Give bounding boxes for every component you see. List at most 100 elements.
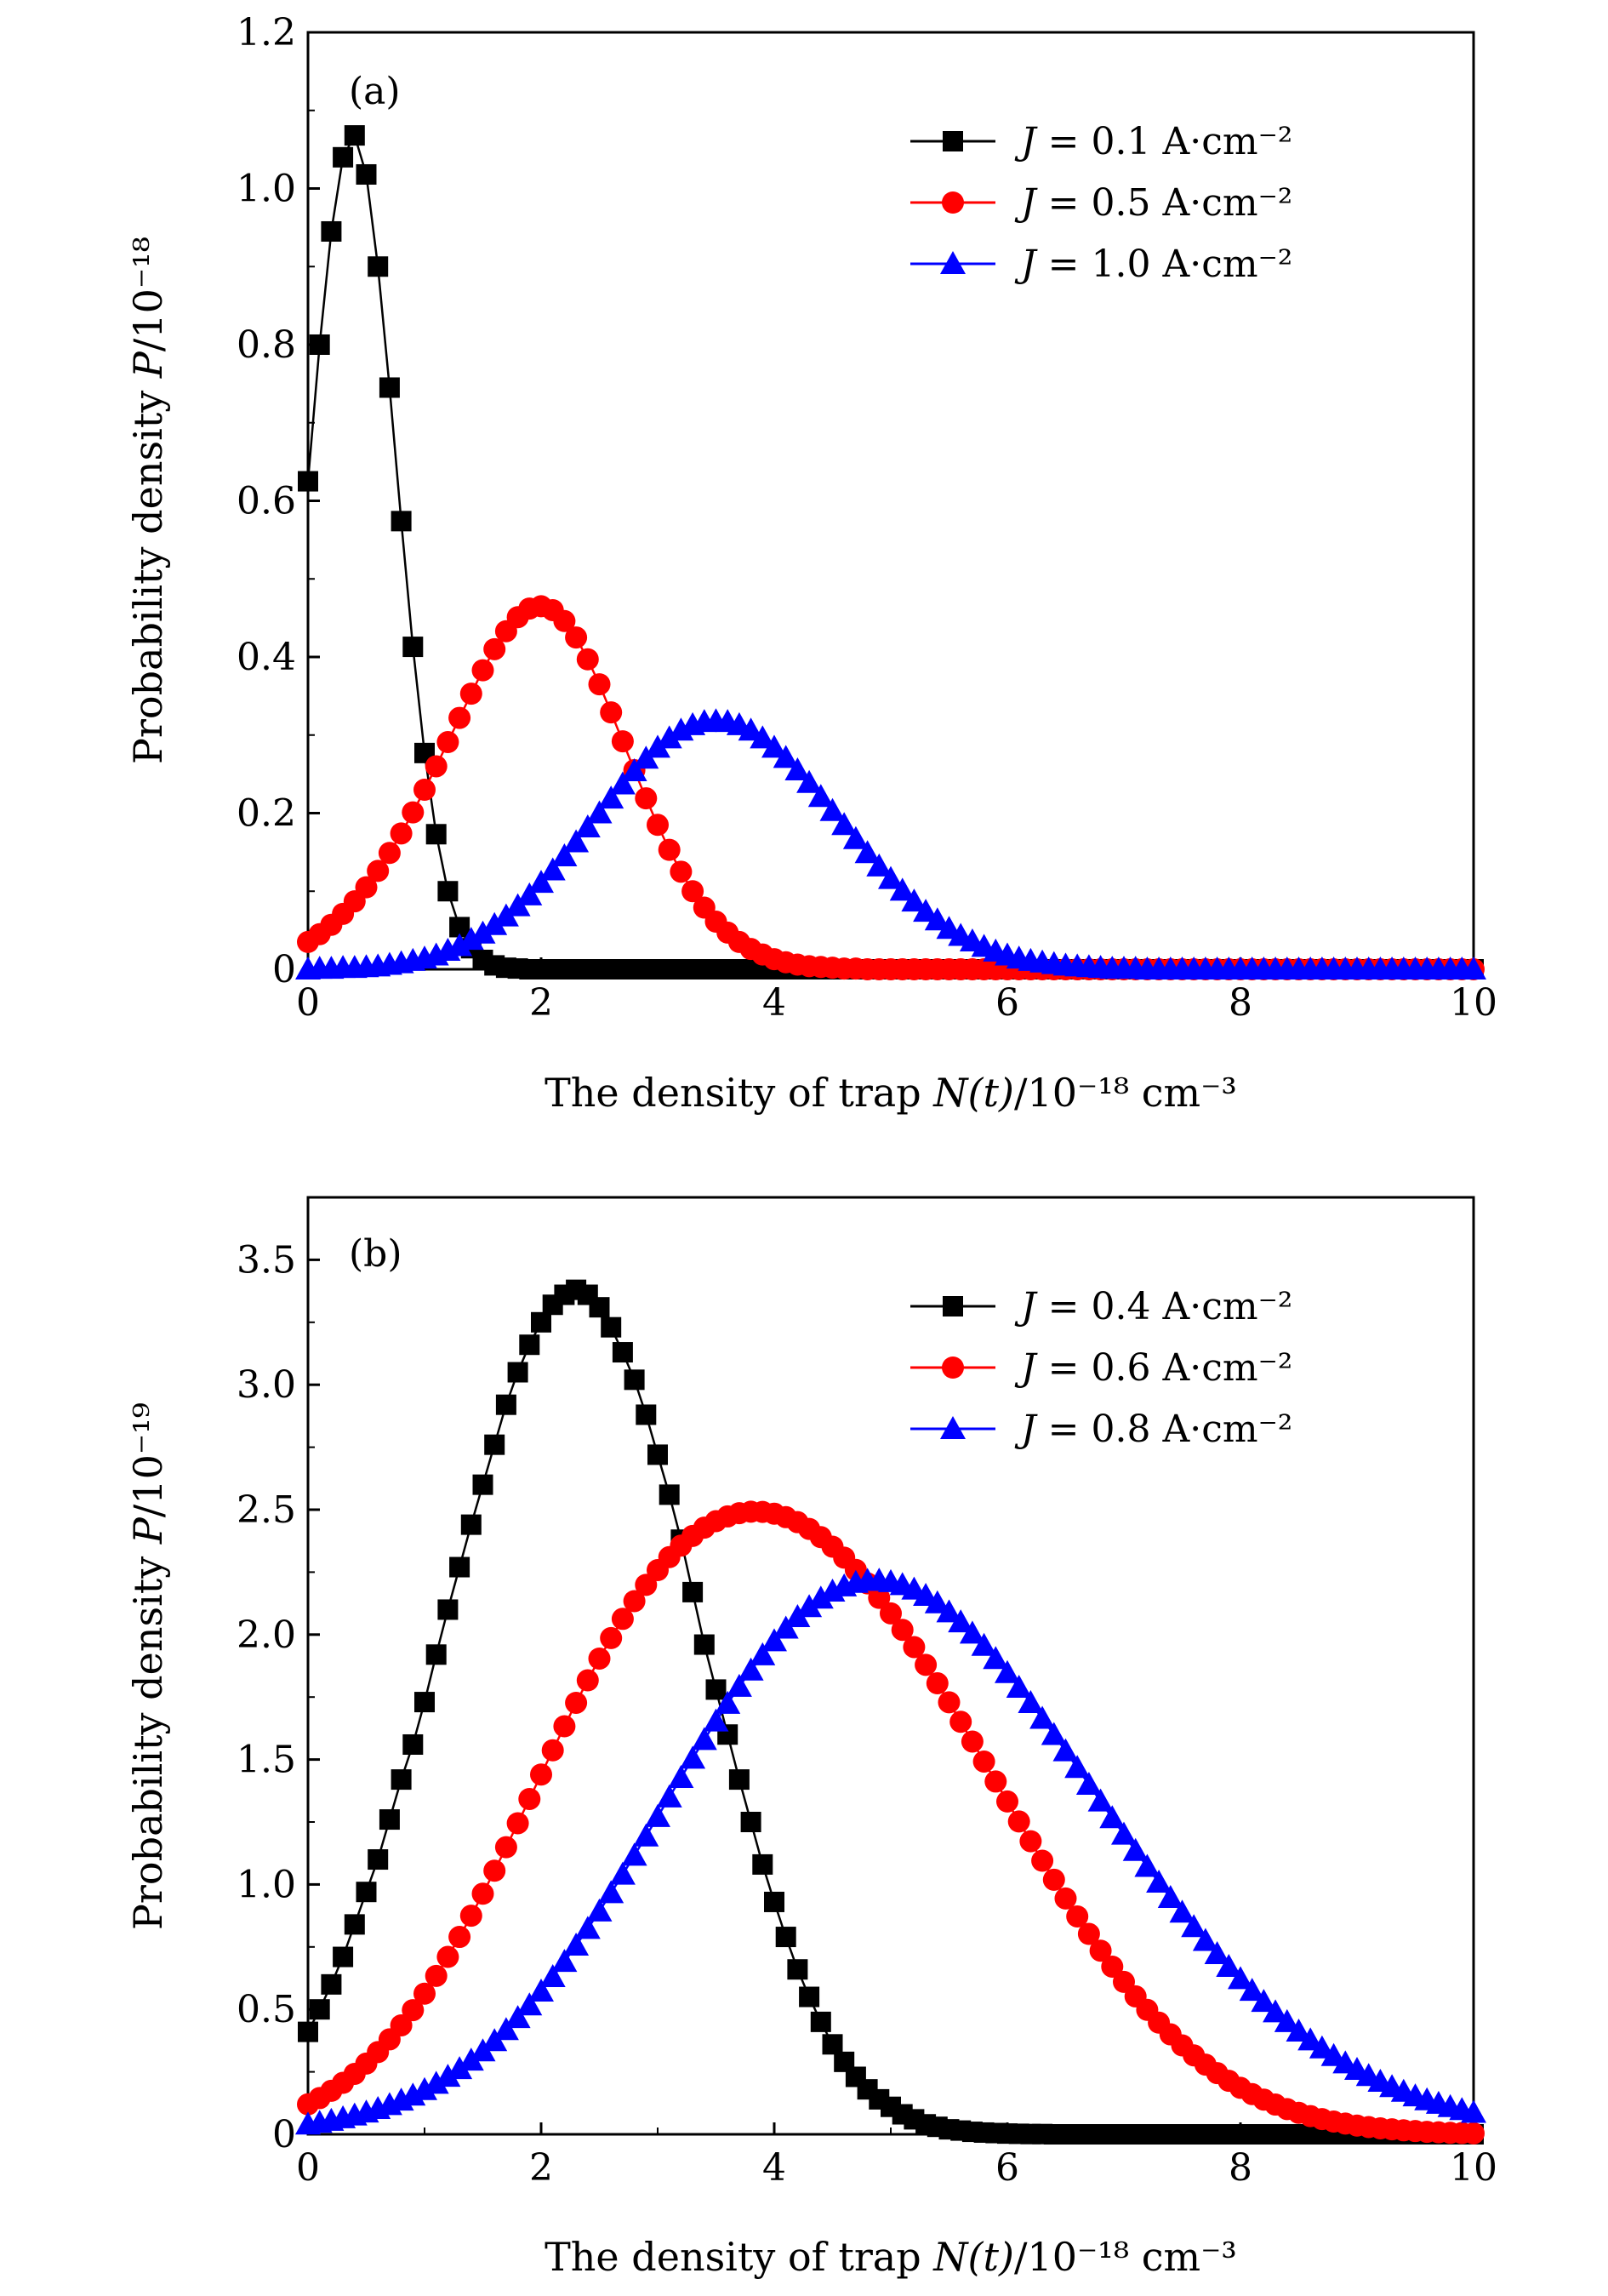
data-point [1157, 1884, 1183, 1908]
legend: J = 0.1 A·cm⁻² J = 0.5 A·cm⁻² J = 1.0 A·cm… [910, 120, 1292, 286]
data-point [680, 1745, 706, 1769]
data-point [1251, 1989, 1277, 2013]
data-point [1018, 1689, 1044, 1713]
chart-panel-a: 0 0.2 0.4 0.6 0.8 1.0 1.2 0 2 4 6 8 10 (a) J = 0.1 … [125, 11, 1497, 1116]
data-point [356, 1882, 377, 1903]
data-point [1111, 1821, 1137, 1845]
data-point [472, 1474, 493, 1495]
data-point [972, 1750, 995, 1773]
data-point [413, 1982, 436, 2005]
data-point [984, 1770, 1007, 1793]
data-point [309, 1999, 330, 2020]
data-point [1146, 1870, 1172, 1893]
data-point [391, 1769, 412, 1791]
data-point [588, 673, 611, 696]
data-point [621, 1842, 647, 1866]
data-point [913, 899, 939, 922]
data-point [368, 256, 389, 277]
legend-marker [942, 1356, 964, 1379]
data-point [1181, 1914, 1207, 1938]
data-point [531, 1311, 551, 1333]
data-point [528, 870, 554, 894]
data-point [995, 1659, 1020, 1683]
data-point [959, 1620, 985, 1644]
data-point [715, 1690, 741, 1714]
legend-label: J = 0.4 A·cm⁻² [1014, 1285, 1292, 1328]
data-point [448, 706, 471, 729]
data-point [726, 1673, 752, 1697]
data-point [1134, 1853, 1160, 1877]
data-point [598, 1880, 624, 1904]
legend-marker [943, 1296, 963, 1316]
data-point [541, 1739, 564, 1762]
data-point [799, 1986, 820, 2008]
x-axis-label: The density of trap N(t)/10⁻¹⁸ cm⁻³ [545, 2234, 1237, 2280]
data-point [482, 911, 508, 935]
data-point [576, 1669, 599, 1692]
data-point [356, 163, 377, 185]
data-point [1263, 1999, 1289, 2023]
data-point [435, 2064, 461, 2088]
data-point [656, 1784, 682, 1808]
data-point [738, 717, 764, 741]
data-point [1463, 2122, 1485, 2145]
y-tick-label: 0.5 [237, 1988, 296, 2031]
x-tick-label: 4 [762, 2146, 786, 2190]
y-tick-label: 0 [272, 948, 296, 991]
data-point [367, 860, 390, 882]
data-point [656, 725, 682, 749]
data-point [1216, 1953, 1242, 1977]
data-point [390, 2013, 413, 2036]
data-point [1461, 957, 1486, 980]
data-point [565, 626, 588, 649]
legend-label: J = 0.8 A·cm⁻² [1014, 1408, 1292, 1451]
data-point [691, 1727, 717, 1751]
data-point [961, 1730, 984, 1753]
legend-label: J = 0.5 A·cm⁻² [1014, 181, 1292, 225]
data-point [936, 1599, 962, 1623]
data-point [1066, 1905, 1089, 1928]
y-ticks: 0 0.5 1.0 1.5 2.0 2.5 3.0 3.5 [237, 1238, 320, 2156]
data-point [600, 701, 623, 724]
data-point [621, 757, 647, 781]
data-point [390, 822, 413, 845]
data-point [868, 1586, 891, 1609]
data-point [796, 1594, 823, 1618]
y-tick-label: 1.2 [237, 11, 296, 54]
data-point [563, 829, 590, 853]
y-tick-label: 0 [272, 2113, 296, 2156]
data-point [1077, 1922, 1100, 1945]
data-point [402, 801, 425, 824]
data-point [761, 1628, 787, 1652]
data-point [915, 1653, 938, 1676]
data-point [633, 1823, 659, 1847]
data-point [425, 755, 448, 778]
data-point [1169, 1899, 1195, 1923]
data-point [574, 814, 601, 838]
data-point [924, 1590, 950, 1613]
data-point [1007, 1810, 1030, 1833]
data-point [807, 1585, 834, 1609]
x-tick-label: 6 [995, 981, 1019, 1025]
data-point [344, 1914, 365, 1935]
data-point [483, 1859, 506, 1882]
series-2-points [297, 1500, 1485, 2145]
legend-entry-1: J = 0.1 A·cm⁻² [910, 120, 1292, 163]
data-point [787, 1959, 808, 1980]
data-point [971, 1632, 997, 1656]
data-point [996, 1790, 1018, 1813]
data-point [1042, 1868, 1065, 1891]
x-tick-label: 10 [1450, 981, 1497, 1025]
data-point [611, 730, 634, 753]
data-point [574, 1916, 601, 1939]
data-point [563, 1933, 590, 1956]
data-point [553, 1715, 576, 1738]
data-point [321, 1973, 342, 1995]
y-tick-label: 1.0 [237, 168, 296, 211]
data-point [379, 1809, 400, 1831]
data-point [565, 1691, 588, 1714]
data-point [484, 1434, 505, 1455]
data-point [600, 1626, 623, 1649]
data-point [298, 2021, 318, 2042]
data-point [494, 1836, 517, 1859]
